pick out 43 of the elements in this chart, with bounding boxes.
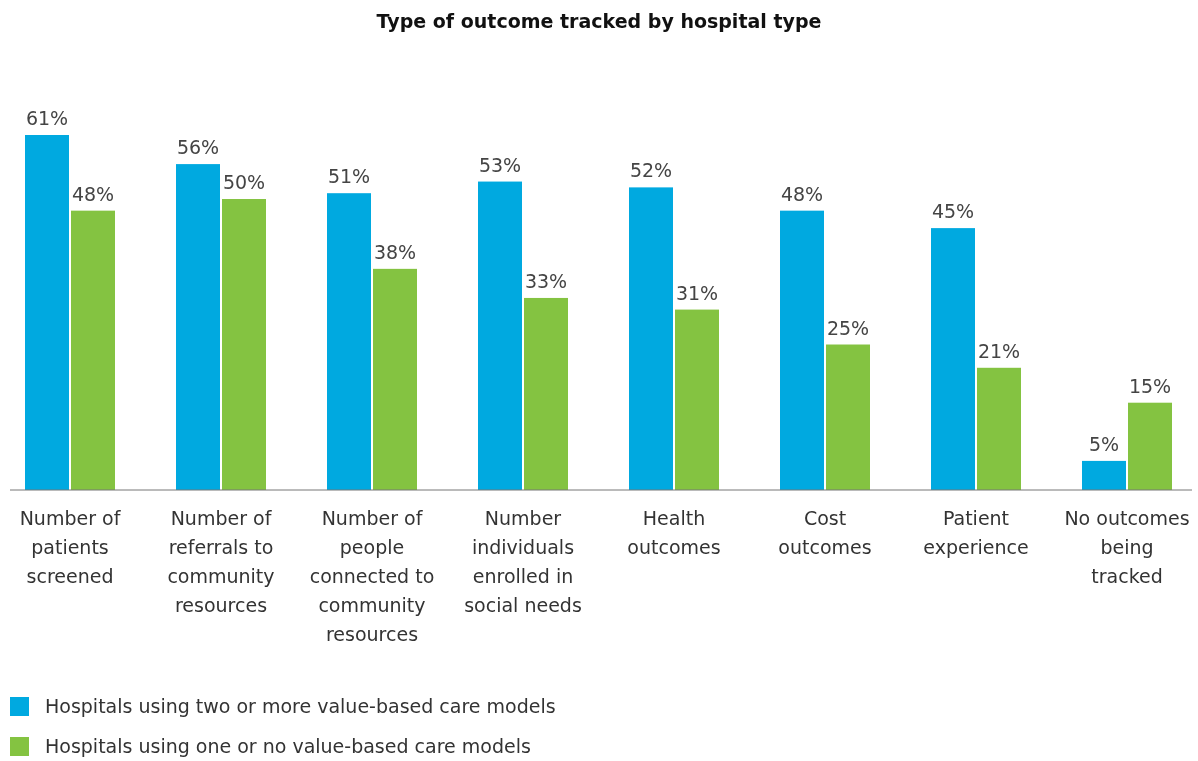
x-tick-label: Number of patients screened — [19, 507, 122, 587]
data-label: 25% — [826, 316, 870, 339]
chart-title: Type of outcome tracked by hospital type — [376, 10, 822, 32]
x-tick-label: No outcomes being tracked — [1064, 507, 1190, 587]
bar — [977, 367, 1021, 490]
bar — [826, 344, 870, 490]
data-label: 48% — [780, 182, 824, 205]
x-tick-label: Patient experience — [923, 507, 1029, 558]
data-label: 45% — [931, 200, 975, 223]
bar — [222, 199, 266, 490]
legend-label: Hospitals using one or no value-based care models — [45, 735, 531, 757]
x-tick-label: Number of referrals to community resources — [167, 507, 275, 616]
legend-label: Hospitals using two or more value-based care models — [45, 695, 556, 717]
bar — [1082, 460, 1126, 490]
x-tick-label: Cost outcomes — [778, 507, 872, 558]
bar — [71, 210, 115, 490]
data-label: 51% — [327, 165, 371, 188]
data-label: 48% — [71, 182, 115, 205]
data-label: 38% — [373, 240, 417, 263]
bar — [327, 193, 371, 490]
x-tick-label: Health outcomes — [627, 507, 721, 558]
data-label: 50% — [222, 171, 266, 194]
bar — [675, 309, 719, 490]
x-tick-label: Number of people connected to community resources — [309, 507, 435, 645]
x-tick-label: Number individuals enrolled in social needs — [464, 507, 582, 616]
bar — [780, 210, 824, 490]
bar — [931, 228, 975, 490]
bar — [478, 181, 522, 490]
bar — [1128, 402, 1172, 490]
bar — [176, 164, 220, 490]
data-label: 15% — [1128, 374, 1172, 397]
data-label: 53% — [478, 153, 522, 176]
data-label: 21% — [977, 339, 1021, 362]
data-label: 61% — [25, 107, 69, 129]
data-label: 52% — [629, 159, 673, 182]
bar — [373, 268, 417, 490]
data-label: 31% — [675, 281, 719, 304]
bar — [25, 135, 69, 490]
bar — [524, 297, 568, 490]
data-label: 56% — [176, 136, 220, 159]
data-label: 5% — [1088, 432, 1120, 455]
bar — [629, 187, 673, 490]
data-label: 33% — [524, 269, 568, 292]
